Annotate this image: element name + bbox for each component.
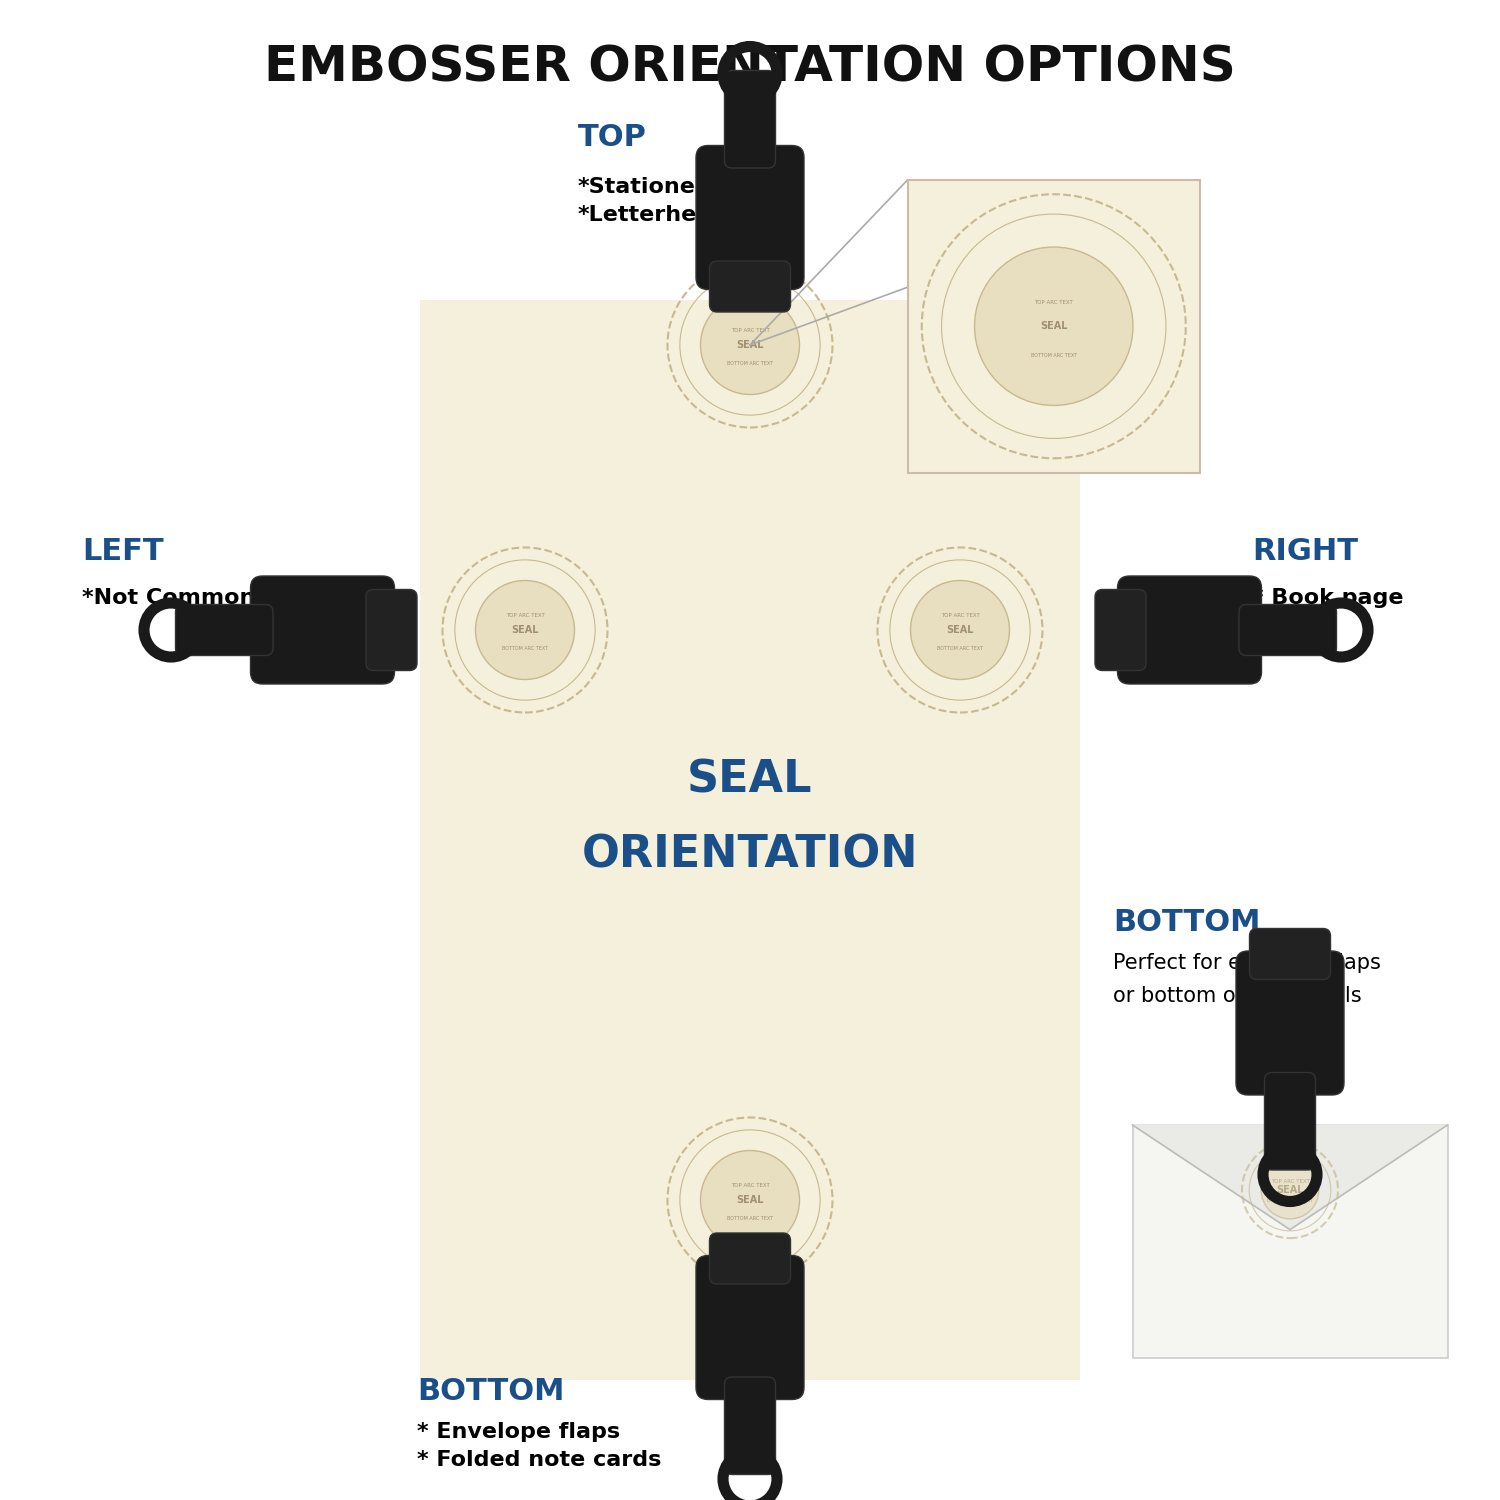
Circle shape xyxy=(1262,1161,1318,1220)
Text: TOP ARC TEXT: TOP ARC TEXT xyxy=(1035,300,1072,304)
Text: TOP ARC TEXT: TOP ARC TEXT xyxy=(940,612,980,618)
Text: *Not Common: *Not Common xyxy=(82,588,256,608)
FancyBboxPatch shape xyxy=(908,180,1200,472)
FancyBboxPatch shape xyxy=(1118,576,1262,684)
FancyBboxPatch shape xyxy=(724,1377,776,1474)
FancyBboxPatch shape xyxy=(696,1256,804,1400)
Text: Perfect for envelope flaps: Perfect for envelope flaps xyxy=(1113,952,1382,974)
Text: BOTTOM ARC TEXT: BOTTOM ARC TEXT xyxy=(938,645,982,651)
Text: TOP: TOP xyxy=(578,123,646,153)
FancyBboxPatch shape xyxy=(420,300,1080,1380)
Circle shape xyxy=(476,580,574,680)
Text: RIGHT: RIGHT xyxy=(1252,537,1359,567)
FancyBboxPatch shape xyxy=(366,590,417,670)
Text: SEAL: SEAL xyxy=(736,340,764,350)
FancyBboxPatch shape xyxy=(710,1233,791,1284)
Text: LEFT: LEFT xyxy=(82,537,164,567)
Text: TOP ARC TEXT: TOP ARC TEXT xyxy=(730,1182,770,1188)
Text: BOTTOM: BOTTOM xyxy=(1113,908,1260,938)
Text: BOTTOM ARC TEXT: BOTTOM ARC TEXT xyxy=(1030,352,1077,358)
Text: * Book page: * Book page xyxy=(1252,588,1404,608)
Text: TOP ARC TEXT: TOP ARC TEXT xyxy=(1270,1179,1310,1184)
FancyBboxPatch shape xyxy=(176,604,273,656)
Text: SEAL: SEAL xyxy=(1040,321,1068,332)
Text: SEAL: SEAL xyxy=(946,626,974,634)
Circle shape xyxy=(700,1150,800,1250)
FancyBboxPatch shape xyxy=(724,70,776,168)
Text: BOTTOM ARC TEXT: BOTTOM ARC TEXT xyxy=(728,360,772,366)
Text: * Envelope flaps
* Folded note cards: * Envelope flaps * Folded note cards xyxy=(417,1422,662,1470)
FancyBboxPatch shape xyxy=(1239,604,1336,656)
FancyBboxPatch shape xyxy=(1236,951,1344,1095)
Polygon shape xyxy=(1132,1125,1448,1230)
Text: or bottom of page seals: or bottom of page seals xyxy=(1113,986,1362,1006)
FancyBboxPatch shape xyxy=(1264,1072,1316,1170)
Text: TOP ARC TEXT: TOP ARC TEXT xyxy=(730,327,770,333)
Text: SEAL: SEAL xyxy=(736,1196,764,1204)
FancyBboxPatch shape xyxy=(710,261,791,312)
Text: SEAL: SEAL xyxy=(1276,1185,1304,1196)
Text: BOTTOM ARC TEXT: BOTTOM ARC TEXT xyxy=(728,1215,772,1221)
Text: BOTTOM ARC TEXT: BOTTOM ARC TEXT xyxy=(503,645,548,651)
Text: TOP ARC TEXT: TOP ARC TEXT xyxy=(506,612,544,618)
FancyBboxPatch shape xyxy=(1095,590,1146,670)
Circle shape xyxy=(975,248,1132,405)
FancyBboxPatch shape xyxy=(696,146,804,290)
FancyBboxPatch shape xyxy=(1250,928,1330,980)
FancyBboxPatch shape xyxy=(251,576,394,684)
Circle shape xyxy=(700,296,800,394)
Text: BOTTOM ARC TEXT: BOTTOM ARC TEXT xyxy=(1268,1198,1312,1203)
Text: EMBOSSER ORIENTATION OPTIONS: EMBOSSER ORIENTATION OPTIONS xyxy=(264,44,1236,92)
Text: SEAL: SEAL xyxy=(687,759,813,801)
Text: SEAL: SEAL xyxy=(512,626,538,634)
Text: *Stationery
*Letterhead: *Stationery *Letterhead xyxy=(578,177,728,225)
Circle shape xyxy=(910,580,1010,680)
Text: ORIENTATION: ORIENTATION xyxy=(582,834,918,876)
Text: BOTTOM: BOTTOM xyxy=(417,1377,564,1407)
FancyBboxPatch shape xyxy=(1132,1125,1448,1358)
